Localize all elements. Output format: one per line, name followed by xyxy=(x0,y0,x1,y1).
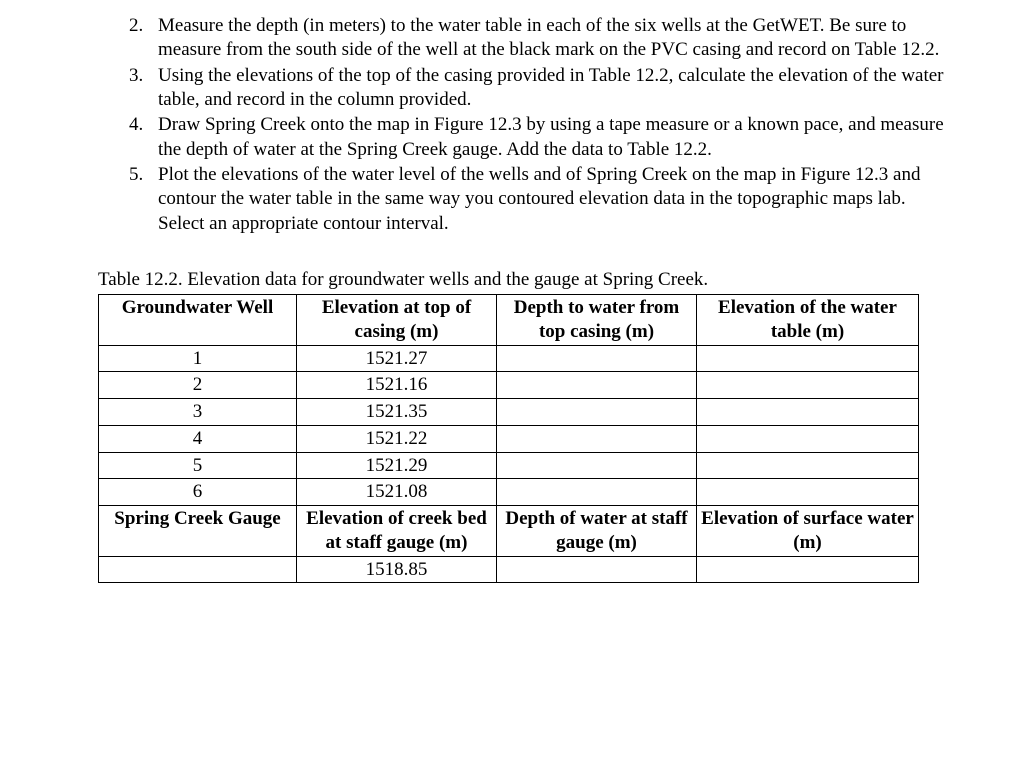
cell-well-id: 6 xyxy=(99,479,297,506)
cell-depth xyxy=(497,452,697,479)
table-row: 4 1521.22 xyxy=(99,425,919,452)
cell-elev: 1521.29 xyxy=(297,452,497,479)
cell-elev: 1521.08 xyxy=(297,479,497,506)
elevation-table: Groundwater Well Elevation at top of cas… xyxy=(98,294,919,583)
col-header-elev: Elevation at top of casing (m) xyxy=(297,295,497,346)
table-header-row: Groundwater Well Elevation at top of cas… xyxy=(99,295,919,346)
cell-wt xyxy=(697,372,919,399)
cell-gauge-depth xyxy=(497,556,697,583)
col-header-creek-elev: Elevation of creek bed at staff gauge (m… xyxy=(297,506,497,557)
col-header-creek-sw: Elevation of surface water (m) xyxy=(697,506,919,557)
instruction-item: Using the elevations of the top of the c… xyxy=(148,64,996,113)
instruction-list: Measure the depth (in meters) to the wat… xyxy=(28,14,996,236)
table-row: 3 1521.35 xyxy=(99,399,919,426)
cell-depth xyxy=(497,372,697,399)
instruction-item: Measure the depth (in meters) to the wat… xyxy=(148,14,996,63)
cell-well-id: 3 xyxy=(99,399,297,426)
instruction-item: Draw Spring Creek onto the map in Figure… xyxy=(148,113,996,162)
table-row: 6 1521.08 xyxy=(99,479,919,506)
cell-gauge-sw xyxy=(697,556,919,583)
cell-depth xyxy=(497,399,697,426)
table-row: 2 1521.16 xyxy=(99,372,919,399)
col-header-well: Groundwater Well xyxy=(99,295,297,346)
cell-well-id: 5 xyxy=(99,452,297,479)
cell-wt xyxy=(697,425,919,452)
cell-wt xyxy=(697,345,919,372)
instruction-item: Plot the elevations of the water level o… xyxy=(148,163,996,236)
cell-elev: 1521.22 xyxy=(297,425,497,452)
cell-well-id: 2 xyxy=(99,372,297,399)
cell-elev: 1521.35 xyxy=(297,399,497,426)
col-header-depth: Depth to water from top casing (m) xyxy=(497,295,697,346)
cell-wt xyxy=(697,479,919,506)
col-header-gauge: Spring Creek Gauge xyxy=(99,506,297,557)
cell-elev: 1521.27 xyxy=(297,345,497,372)
cell-elev: 1521.16 xyxy=(297,372,497,399)
table-row: 1518.85 xyxy=(99,556,919,583)
cell-gauge-elev: 1518.85 xyxy=(297,556,497,583)
table-row: 5 1521.29 xyxy=(99,452,919,479)
table-subheader-row: Spring Creek Gauge Elevation of creek be… xyxy=(99,506,919,557)
table-row: 1 1521.27 xyxy=(99,345,919,372)
cell-well-id: 1 xyxy=(99,345,297,372)
cell-gauge-id xyxy=(99,556,297,583)
col-header-creek-depth: Depth of water at staff gauge (m) xyxy=(497,506,697,557)
table-caption: Table 12.2. Elevation data for groundwat… xyxy=(98,268,996,294)
cell-wt xyxy=(697,399,919,426)
cell-wt xyxy=(697,452,919,479)
col-header-wt: Elevation of the water table (m) xyxy=(697,295,919,346)
cell-depth xyxy=(497,425,697,452)
cell-well-id: 4 xyxy=(99,425,297,452)
cell-depth xyxy=(497,479,697,506)
cell-depth xyxy=(497,345,697,372)
